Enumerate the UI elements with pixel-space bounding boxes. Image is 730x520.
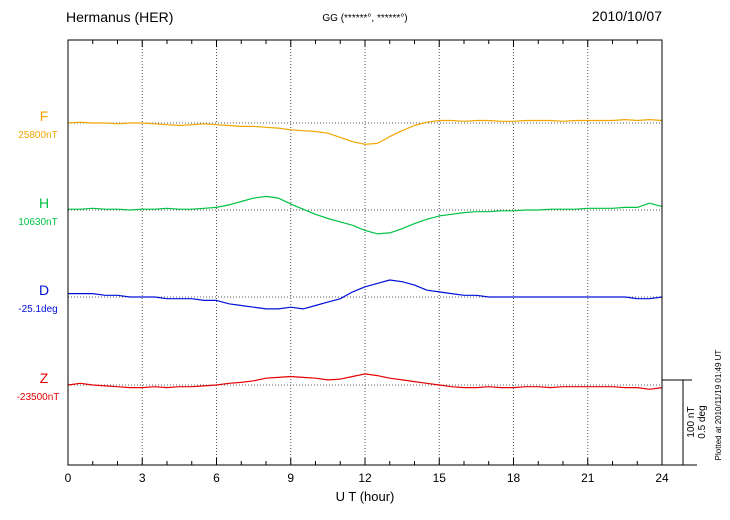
date-label: 2010/10/07: [591, 8, 662, 24]
scale-label-deg: 0.5 deg: [697, 405, 708, 438]
x-tick-label-12: 12: [358, 471, 372, 485]
trace-H: [67, 195, 663, 235]
x-tick-label-21: 21: [581, 471, 595, 485]
series-baseline-value-F: 25800nT: [18, 130, 57, 141]
plotted-note: Plotted at 2010/11/19 01:49 UT: [714, 350, 723, 461]
scale-bar: 100 nT 0.5 deg: [662, 379, 708, 466]
series-letter-F: F: [40, 108, 49, 124]
x-tick-label-18: 18: [507, 471, 521, 485]
chart-layer: F 25800nT H 10630nT D -25.1deg Z -23500nT 0 3 6 9 12…: [17, 40, 669, 485]
trace-F: [67, 118, 663, 145]
series-baseline-value-H: 10630nT: [18, 217, 57, 228]
series-baseline-value-D: -25.1deg: [18, 304, 57, 315]
trace-Z: [67, 373, 663, 390]
x-tick-label-9: 9: [287, 471, 294, 485]
x-tick-label-24: 24: [655, 471, 669, 485]
trace-D: [67, 279, 663, 310]
x-tick-label-15: 15: [433, 471, 447, 485]
x-tick-label-0: 0: [65, 471, 72, 485]
series-letter-D: D: [39, 282, 49, 298]
scale-label-nt: 100 nT: [686, 406, 697, 437]
series-baseline-value-Z: -23500nT: [17, 392, 60, 403]
station-title: Hermanus (HER): [66, 9, 174, 25]
coords-label: GG (******°, ******°): [322, 13, 408, 24]
x-axis-title: U T (hour): [336, 489, 395, 504]
series-letter-Z: Z: [40, 370, 49, 386]
plot-border: [67, 39, 663, 466]
x-tick-label-3: 3: [139, 471, 146, 485]
series-letter-H: H: [39, 195, 49, 211]
x-tick-label-6: 6: [213, 471, 220, 485]
